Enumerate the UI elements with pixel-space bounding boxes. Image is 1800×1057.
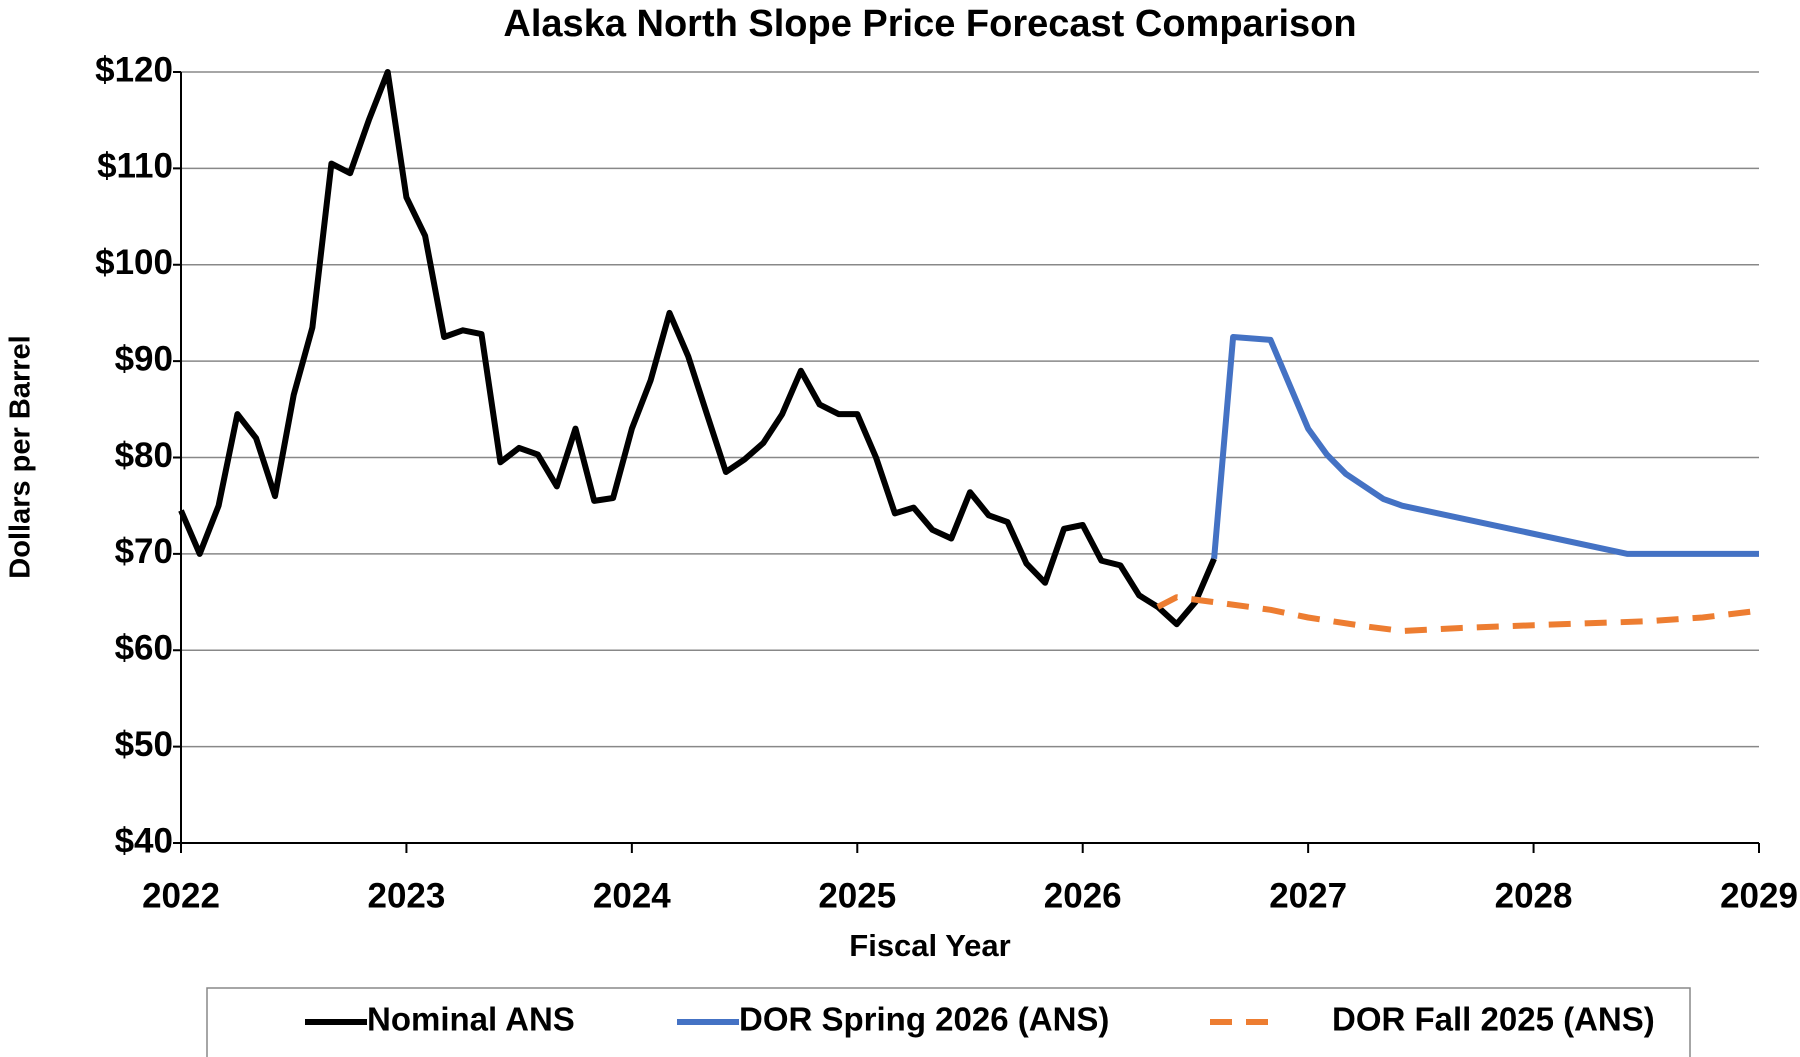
x-axis-label: Fiscal Year — [849, 928, 1010, 963]
y-tick-label: $60 — [115, 629, 173, 668]
y-axis-label: Dollars per Barrel — [5, 335, 37, 578]
series-line — [178, 69, 1217, 628]
x-tick-label: 2024 — [593, 876, 671, 915]
x-tick-label: 2023 — [367, 876, 445, 915]
y-tick-label: $50 — [115, 725, 173, 764]
legend-label: DOR Spring 2026 (ANS) — [739, 1001, 1109, 1038]
y-tick-label: $90 — [115, 339, 173, 378]
y-tick-label: $70 — [115, 532, 173, 571]
x-tick-label: 2025 — [818, 876, 896, 915]
x-tick-label: 2026 — [1044, 876, 1122, 915]
y-tick-label: $80 — [115, 436, 173, 475]
x-tick-label: 2029 — [1720, 876, 1798, 915]
series-line — [1156, 594, 1760, 634]
y-tick-label: $40 — [115, 821, 173, 860]
y-tick-label: $100 — [95, 243, 173, 282]
x-tick-label: 2022 — [142, 876, 220, 915]
x-tick-label: 2027 — [1269, 876, 1347, 915]
y-tick-label: $120 — [95, 50, 173, 89]
chart-title: Alaska North Slope Price Forecast Compar… — [503, 3, 1356, 45]
legend-label: Nominal ANS — [367, 1001, 575, 1038]
x-tick-label: 2028 — [1495, 876, 1573, 915]
legend-box — [206, 987, 1691, 1057]
legend-label: DOR Fall 2025 (ANS) — [1332, 1001, 1655, 1038]
series-line — [1211, 334, 1759, 559]
y-tick-label: $110 — [97, 147, 173, 186]
